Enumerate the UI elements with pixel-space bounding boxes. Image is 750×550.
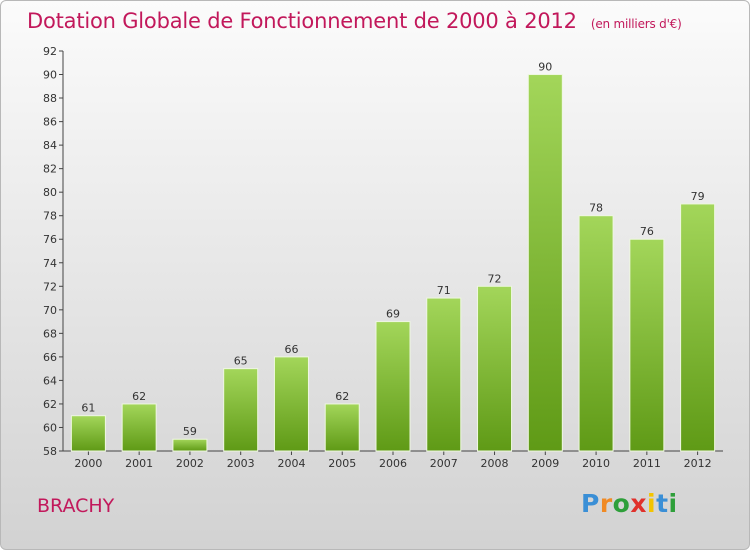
- logo-letter: r: [599, 489, 613, 518]
- x-tick-label: 2010: [582, 457, 610, 470]
- chart-subtitle: (en milliers d'€): [590, 17, 682, 31]
- bar-value-label: 69: [386, 308, 400, 321]
- chart-axes: 58 60 62 64 66 68 70 72 74 76 78 80 82 84 86 88 90 92 2000…: [43, 45, 723, 470]
- bar-value-label: 78: [589, 202, 603, 215]
- y-tick-label: 76: [43, 233, 57, 246]
- bar-value-label: 72: [488, 272, 502, 285]
- y-tick-label: 92: [43, 45, 57, 58]
- bar-value-label: 79: [691, 190, 705, 203]
- bar-2012: [680, 203, 716, 452]
- x-tick-label: 2001: [125, 457, 153, 470]
- x-tick-label: 2009: [531, 457, 559, 470]
- bar-2009: [527, 74, 563, 452]
- y-tick-label: 74: [43, 257, 57, 270]
- bar-value-label: 76: [640, 225, 654, 238]
- bar-2011: [629, 238, 665, 452]
- y-tick-label: 90: [43, 69, 57, 82]
- y-tick-label: 68: [43, 327, 57, 340]
- bar-value-label: 65: [234, 355, 248, 368]
- chart-bars: 61 62 59 65 66 62 69 71 72 90 78 76 79: [70, 61, 716, 452]
- x-tick-label: 2006: [379, 457, 407, 470]
- x-tick-label: 2005: [328, 457, 356, 470]
- y-tick-label: 60: [43, 421, 57, 434]
- bar-value-label: 71: [437, 284, 451, 297]
- bar-2003: [223, 368, 259, 452]
- y-tick-label: 82: [43, 163, 57, 176]
- bar-2005: [324, 403, 360, 452]
- x-tick-label: 2008: [481, 457, 509, 470]
- bar-value-label: 62: [132, 390, 146, 403]
- x-tick-label: 2007: [430, 457, 458, 470]
- chart-title-text: Dotation Globale de Fonctionnement de 20…: [27, 9, 577, 33]
- y-tick-label: 84: [43, 139, 57, 152]
- logo-letter: i: [668, 489, 678, 518]
- chart-title: Dotation Globale de Fonctionnement de 20…: [27, 9, 682, 33]
- bar-value-label: 62: [335, 390, 349, 403]
- y-tick-label: 86: [43, 116, 57, 129]
- bar-2008: [477, 285, 513, 452]
- bar-2004: [273, 356, 309, 452]
- bar-2002: [172, 438, 208, 452]
- x-tick-label: 2000: [74, 457, 102, 470]
- proxiti-logo[interactable]: Proxiti: [581, 489, 678, 518]
- logo-letter: x: [630, 489, 647, 518]
- bar-2001: [121, 403, 157, 452]
- logo-letter: i: [647, 489, 657, 518]
- bar-value-label: 61: [81, 402, 95, 415]
- logo-letter: o: [612, 489, 631, 518]
- bar-value-label: 59: [183, 425, 197, 438]
- y-tick-label: 62: [43, 398, 57, 411]
- y-tick-label: 70: [43, 304, 57, 317]
- x-tick-label: 2003: [227, 457, 255, 470]
- y-tick-label: 58: [43, 445, 57, 458]
- x-tick-label: 2012: [684, 457, 712, 470]
- bar-2007: [426, 297, 462, 452]
- commune-name: BRACHY: [37, 495, 115, 517]
- y-tick-label: 88: [43, 92, 57, 105]
- x-tick-label: 2004: [277, 457, 305, 470]
- bar-value-label: 66: [284, 343, 298, 356]
- bar-2000: [70, 415, 106, 452]
- logo-letter: t: [656, 489, 669, 518]
- y-tick-label: 66: [43, 351, 57, 364]
- y-tick-label: 78: [43, 210, 57, 223]
- bar-2010: [578, 215, 614, 452]
- y-tick-label: 64: [43, 374, 57, 387]
- y-tick-label: 72: [43, 280, 57, 293]
- logo-letter: P: [581, 489, 600, 518]
- y-tick-label: 80: [43, 186, 57, 199]
- bar-value-label: 90: [538, 61, 552, 74]
- x-tick-label: 2002: [176, 457, 204, 470]
- x-tick-label: 2011: [633, 457, 661, 470]
- bar-2006: [375, 321, 411, 452]
